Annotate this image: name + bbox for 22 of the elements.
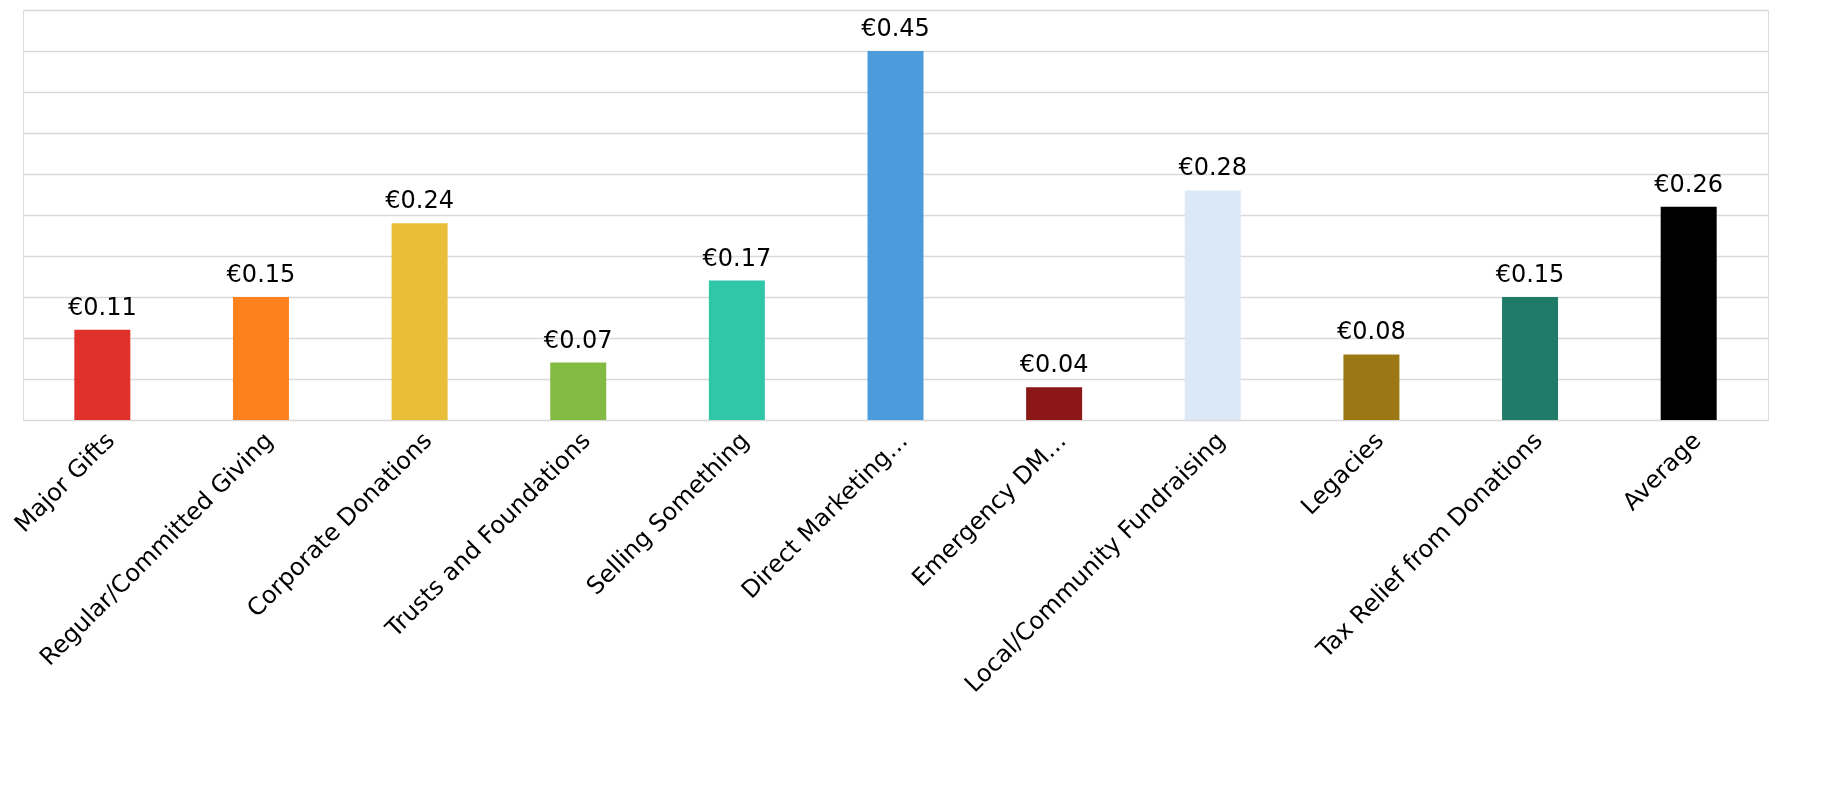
bar	[1502, 297, 1559, 420]
data-label: €0.08	[1337, 317, 1406, 346]
bar	[232, 297, 289, 420]
bar	[708, 280, 765, 420]
data-label: €0.17	[702, 243, 772, 272]
bar	[867, 51, 924, 420]
bar	[391, 223, 448, 420]
bar	[550, 362, 607, 420]
data-label: €0.24	[385, 186, 454, 215]
bar	[1343, 354, 1400, 420]
bar	[1026, 387, 1083, 420]
data-label: €0.07	[543, 325, 613, 354]
data-label: €0.15	[226, 260, 296, 288]
data-label: €0.04	[1019, 350, 1089, 379]
data-label: €0.45	[861, 14, 930, 42]
data-label: €0.28	[1178, 153, 1248, 182]
data-label: €0.15	[1495, 260, 1565, 288]
data-label: €0.26	[1654, 169, 1724, 198]
bar	[1184, 190, 1241, 420]
bar	[1660, 206, 1717, 420]
data-label: €0.11	[67, 292, 137, 321]
bar	[74, 329, 131, 420]
